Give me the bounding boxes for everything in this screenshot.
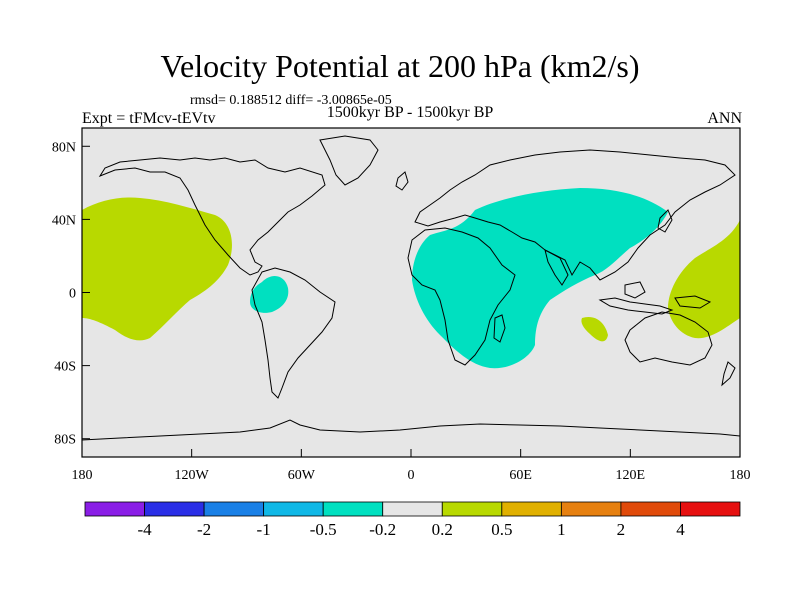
- japan-coast: [657, 209, 673, 233]
- colorbar-label: -2: [197, 520, 211, 539]
- north-pacific-positive-region: [82, 197, 232, 341]
- eurasia-coast: [414, 149, 736, 281]
- lon-tick-label: 0: [408, 468, 415, 483]
- colorbar-swatch: [620, 501, 681, 517]
- colorbar-labels: -4 -2 -1 -0.5 -0.2 0.2 0.5 1 2 4: [137, 520, 685, 539]
- lon-tick-label: 120W: [175, 468, 210, 483]
- colorbar-swatch: [322, 501, 384, 517]
- indian-ocean-small-positive-region: [581, 316, 608, 342]
- lat-tick-label: 0: [69, 287, 76, 302]
- colorbar-label: -0.2: [369, 520, 396, 539]
- lon-tick-label: 60W: [288, 468, 316, 483]
- colorbar-swatch: [84, 501, 145, 517]
- africa-asia-negative-region: [412, 188, 668, 369]
- colorbar-label: 0.2: [432, 520, 453, 539]
- new-guinea-coast: [674, 295, 712, 309]
- lon-tick-label: 120E: [616, 468, 646, 483]
- longitude-axis: 180 120W 60W 0 60E 120E 180: [72, 449, 751, 483]
- map-title: Velocity Potential at 200 hPa (km2/s): [160, 48, 640, 84]
- borneo-coast: [624, 281, 646, 299]
- lon-tick-label: 180: [730, 468, 751, 483]
- lon-tick-label: 60E: [509, 468, 532, 483]
- new-zealand-coast: [721, 361, 736, 387]
- colorbar-swatch: [263, 501, 324, 517]
- lon-tick-label: 180: [72, 468, 93, 483]
- colorbar-swatch: [441, 501, 503, 517]
- colorbar-label: 4: [676, 520, 685, 539]
- madagascar-coast: [493, 314, 506, 343]
- coastlines: [82, 135, 740, 441]
- colorbar-swatch: [680, 501, 741, 517]
- colorbar-swatch: [382, 501, 443, 517]
- australia-coast: [624, 311, 713, 366]
- lat-tick-label: 40N: [52, 213, 76, 228]
- lat-tick-label: 80N: [52, 140, 76, 155]
- south-america-coast: [251, 267, 336, 399]
- antarctica-coast: [82, 419, 740, 441]
- latitude-axis: 80N 40N 0 40S 80S: [52, 140, 90, 448]
- lat-tick-label: 80S: [54, 433, 76, 448]
- colorbar-label: -0.5: [310, 520, 337, 539]
- india-coast: [544, 249, 569, 286]
- colorbar-label: 1: [557, 520, 566, 539]
- indonesia-coast: [598, 297, 674, 315]
- north-america-coast: [98, 157, 326, 276]
- greenland-coast: [319, 135, 379, 186]
- colorbar-label: 2: [617, 520, 626, 539]
- colorbar-label: 0.5: [491, 520, 512, 539]
- colorbar-label: -1: [257, 520, 271, 539]
- colorbar-swatch: [560, 501, 622, 517]
- colorbar: [84, 501, 741, 517]
- colorbar-swatch: [501, 501, 562, 517]
- south-america-negative-region: [250, 276, 289, 313]
- colorbar-swatch: [144, 501, 205, 517]
- experiment-label: Expt = tFMcv-tEVtv: [82, 110, 216, 127]
- colorbar-swatch: [203, 501, 265, 517]
- british-isles-coast: [395, 171, 409, 191]
- lat-tick-label: 40S: [54, 360, 76, 375]
- season-label: ANN: [707, 110, 742, 127]
- colorbar-label: -4: [137, 520, 152, 539]
- west-pacific-positive-region: [668, 220, 740, 339]
- period-label: 1500kyr BP - 1500kyr BP: [326, 104, 494, 121]
- stats-label: rmsd= 0.188512 diff= -3.00865e-05: [190, 93, 392, 108]
- africa-coast: [407, 227, 516, 366]
